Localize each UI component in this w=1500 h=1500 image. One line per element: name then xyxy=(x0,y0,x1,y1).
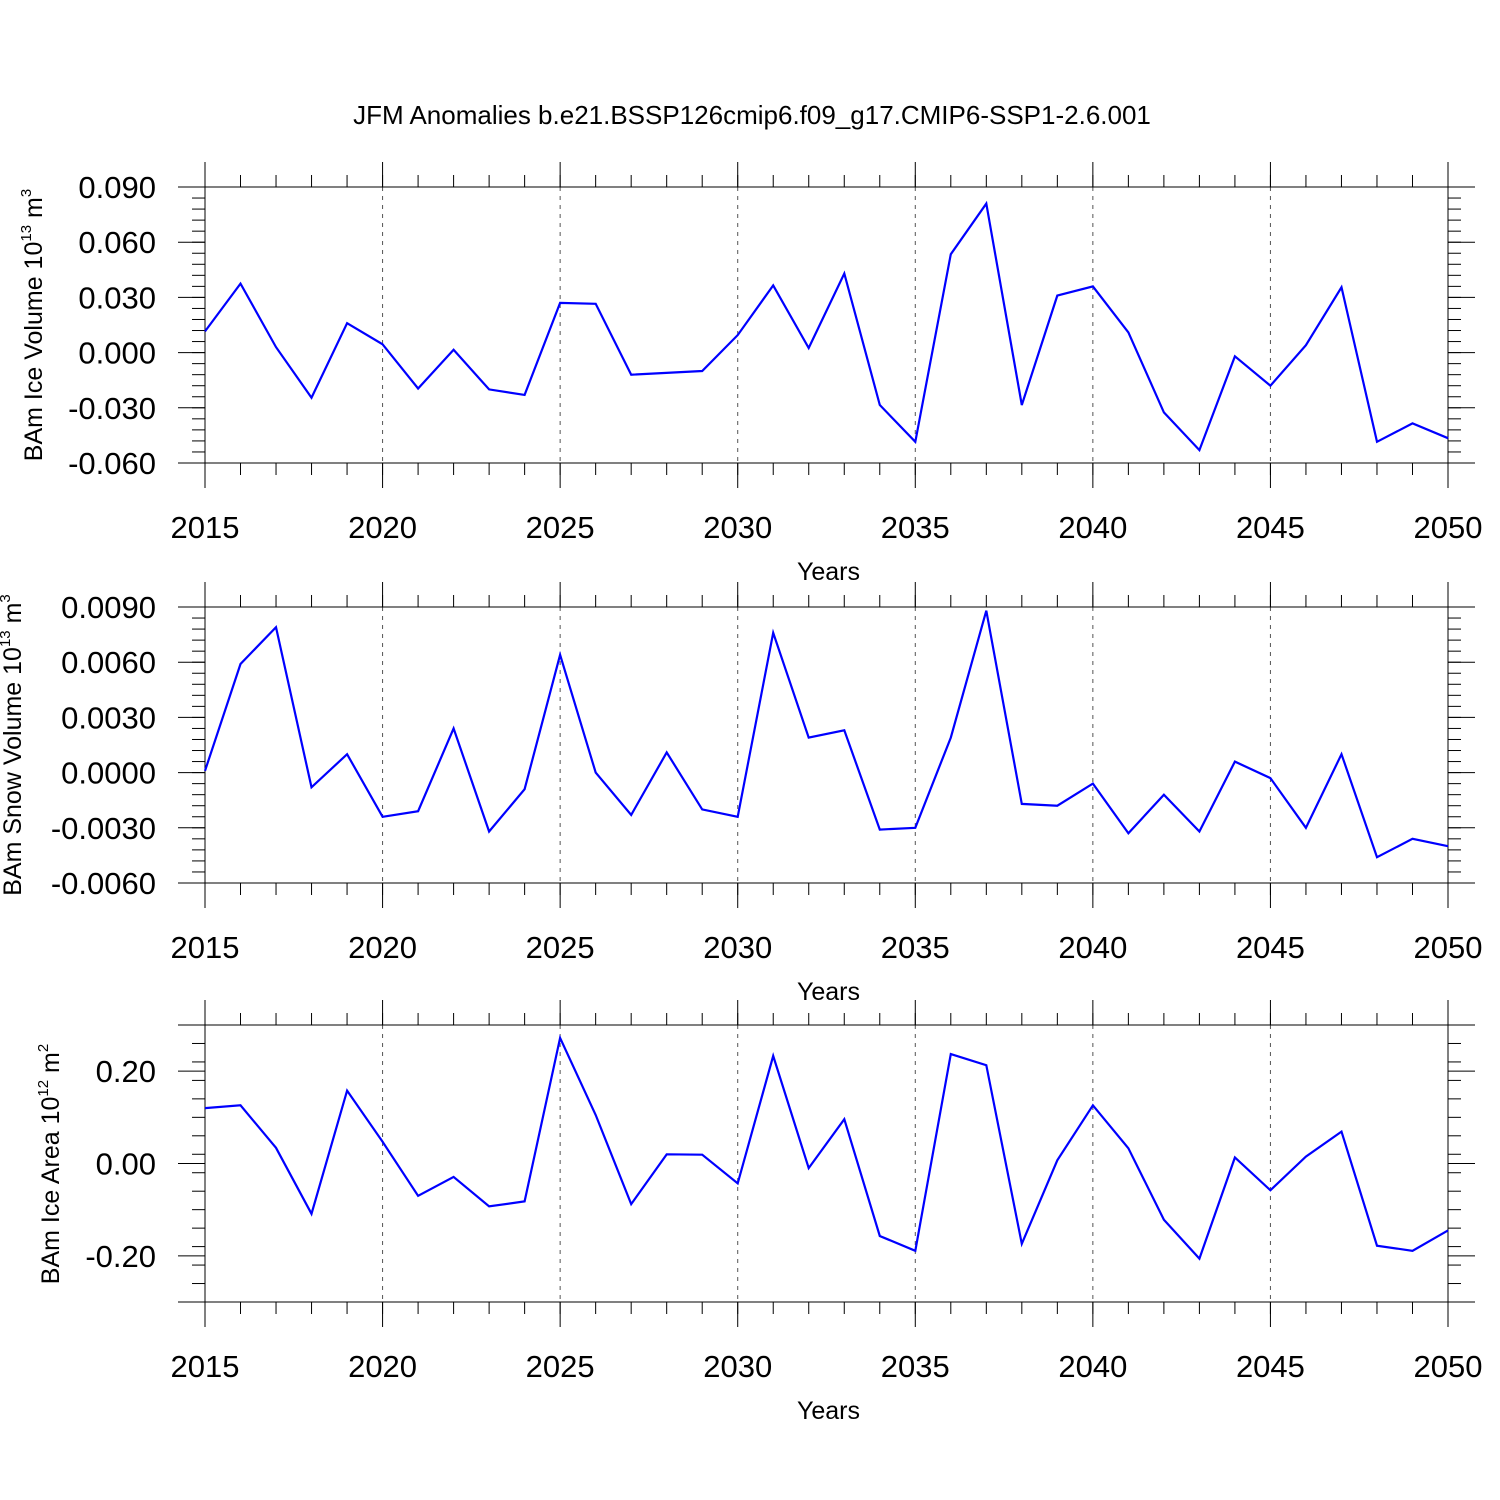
y-axis-title: BAm Ice Area 1012 m2 xyxy=(35,1044,65,1284)
x-tick-label: 2040 xyxy=(1058,510,1127,545)
y-tick-label: -0.0060 xyxy=(51,866,156,901)
x-tick-label: 2015 xyxy=(171,1349,240,1384)
y-tick-label: 0.0030 xyxy=(61,700,156,735)
x-tick-label: 2035 xyxy=(881,1349,950,1384)
x-tick-label: 2025 xyxy=(526,930,595,965)
y-tick-label: -0.20 xyxy=(85,1239,156,1274)
x-tick-label: 2020 xyxy=(348,930,417,965)
x-axis-title: Years xyxy=(797,558,860,586)
x-tick-label: 2025 xyxy=(526,1349,595,1384)
x-tick-label: 2030 xyxy=(703,930,772,965)
panels: 0.090 0.060 0.030 0.000 -0.030 -0.060 2015 2020… xyxy=(0,162,1482,1425)
series-line xyxy=(204,1034,1449,1261)
x-tick-label: 2040 xyxy=(1058,930,1127,965)
x-tick-label: 2015 xyxy=(171,510,240,545)
x-tick-label: 2045 xyxy=(1236,510,1305,545)
x-tick-label: 2015 xyxy=(171,930,240,965)
x-tick-label: 2025 xyxy=(526,510,595,545)
x-tick-label: 2020 xyxy=(348,510,417,545)
y-axis-title: BAm Ice Volume 1013 m3 xyxy=(18,189,48,461)
y-tick-label: 0.0060 xyxy=(61,645,156,680)
x-tick-label: 2050 xyxy=(1414,930,1483,965)
panel-1: 0.090 0.060 0.030 0.000 -0.030 -0.060 2015 2020… xyxy=(18,162,1482,586)
y-tick-label: -0.060 xyxy=(68,446,156,481)
y-tick-label: 0.0000 xyxy=(61,756,156,791)
x-tick-label: 2040 xyxy=(1058,1349,1127,1384)
x-tick-label: 2035 xyxy=(881,930,950,965)
x-axis-title: Years xyxy=(797,978,860,1006)
x-tick-label: 2030 xyxy=(703,1349,772,1384)
x-tick-label: 2050 xyxy=(1414,510,1483,545)
y-tick-label: 0.0090 xyxy=(61,590,156,625)
panel-3: 0.20 0.00 -0.20 2015 2020 2025 2030 2035 2040 204… xyxy=(35,1000,1482,1425)
y-tick-label: -0.030 xyxy=(68,391,156,426)
x-tick-label: 2050 xyxy=(1414,1349,1483,1384)
x-tick-label: 2020 xyxy=(348,1349,417,1384)
x-axis-title: Years xyxy=(797,1397,860,1425)
y-tick-label: 0.20 xyxy=(96,1054,156,1089)
y-tick-label: 0.060 xyxy=(78,225,156,260)
x-tick-label: 2045 xyxy=(1236,930,1305,965)
y-axis-title: BAm Snow Volume 1013 m3 xyxy=(0,594,27,896)
y-tick-label: -0.0030 xyxy=(51,811,156,846)
panel-2: 0.0090 0.0060 0.0030 0.0000 -0.0030 -0.0060 20… xyxy=(0,582,1482,1006)
y-tick-label: 0.00 xyxy=(96,1147,156,1182)
series-line xyxy=(203,610,1449,859)
y-tick-label: 0.000 xyxy=(78,336,156,371)
x-tick-label: 2030 xyxy=(703,510,772,545)
x-tick-label: 2035 xyxy=(881,510,950,545)
y-tick-label: 0.030 xyxy=(78,280,156,315)
figure-title: JFM Anomalies b.e21.BSSP126cmip6.f09_g17… xyxy=(353,100,1151,130)
series-line xyxy=(204,200,1449,453)
x-tick-label: 2045 xyxy=(1236,1349,1305,1384)
y-tick-label: 0.090 xyxy=(78,170,156,205)
